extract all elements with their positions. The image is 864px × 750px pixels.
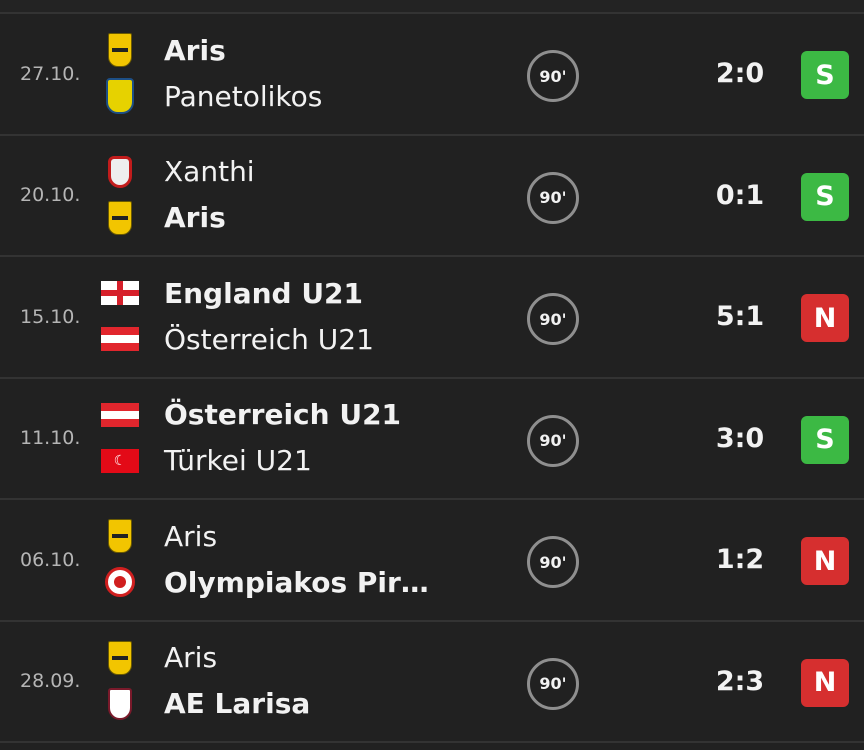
- away-team: Österreich U21: [100, 319, 374, 359]
- home-logo-icon: [100, 519, 140, 553]
- home-logo-icon: [100, 398, 140, 432]
- away-logo-icon: [100, 565, 140, 599]
- away-team: ☾ Türkei U21: [100, 441, 312, 481]
- match-score: 5:1: [715, 301, 765, 333]
- aris-crest-icon: [108, 640, 132, 675]
- home-team-name: Österreich U21: [164, 398, 402, 431]
- result-badge: S: [801, 51, 849, 99]
- away-logo-icon: ☾: [100, 444, 140, 478]
- match-minute-icon: 90': [527, 171, 579, 224]
- result-badge: S: [801, 415, 849, 464]
- match-row[interactable]: 06.10. Aris Olympiakos Pir… 90' 1:2 N: [0, 500, 864, 622]
- result-badge: N: [801, 294, 849, 342]
- match-date: 28.09.: [20, 670, 81, 693]
- result-badge: N: [801, 537, 849, 585]
- xanthi-crest-icon: [108, 155, 132, 188]
- top-divider: [0, 0, 864, 14]
- home-team-name: Xanthi: [164, 155, 255, 188]
- home-team: Aris: [100, 516, 217, 556]
- away-team-name: Türkei U21: [164, 444, 312, 477]
- match-score: 1:2: [715, 544, 765, 576]
- away-team: Olympiakos Pir…: [100, 562, 429, 602]
- away-team: AE Larisa: [100, 684, 310, 724]
- home-team-name: Aris: [164, 519, 218, 553]
- austria-flag-icon: [101, 402, 139, 427]
- home-team-name: England U21: [164, 276, 364, 310]
- away-team-name: Aris: [164, 201, 226, 234]
- home-logo-icon: [100, 640, 140, 675]
- home-team: Xanthi: [100, 152, 255, 192]
- away-logo-icon: [100, 200, 140, 235]
- home-logo-icon: [100, 155, 140, 189]
- match-minute-icon: 90': [527, 657, 579, 710]
- away-team: Panetolikos: [100, 76, 322, 116]
- austria-flag-icon: [101, 327, 139, 351]
- match-minute-icon: 90': [527, 293, 579, 345]
- aris-crest-icon: [108, 519, 132, 553]
- result-badge: N: [801, 658, 849, 707]
- match-date: 15.10.: [20, 305, 81, 328]
- match-list: 27.10. Aris Panetolikos 90' 2:0 S 20.10.…: [0, 14, 864, 743]
- home-team: Aris: [100, 638, 217, 678]
- home-team: England U21: [100, 273, 363, 313]
- match-row[interactable]: 11.10. Österreich U21 ☾ Türkei U21 90' 3…: [0, 378, 864, 500]
- away-logo-icon: [100, 322, 140, 356]
- away-team-name: AE Larisa: [164, 687, 311, 720]
- aris-crest-icon: [108, 200, 132, 235]
- home-team-name: Aris: [164, 641, 218, 674]
- home-team: Österreich U21: [100, 395, 401, 435]
- england-flag-icon: [101, 281, 139, 305]
- home-team: Aris: [100, 30, 226, 70]
- olympiakos-crest-icon: [105, 567, 135, 597]
- larisa-crest-icon: [108, 687, 132, 720]
- aris-crest-icon: [108, 33, 132, 67]
- match-minute-icon: 90': [527, 536, 579, 588]
- home-logo-icon: [100, 33, 140, 67]
- away-logo-icon: [100, 78, 140, 114]
- away-team-name: Panetolikos: [164, 79, 323, 113]
- match-score: 0:1: [715, 179, 765, 211]
- match-date: 20.10.: [20, 184, 81, 207]
- match-row[interactable]: 15.10. England U21 Österreich U21 90' 5:…: [0, 257, 864, 379]
- match-date: 11.10.: [20, 427, 81, 450]
- turkey-flag-icon: ☾: [101, 448, 139, 473]
- panetolikos-crest-icon: [106, 78, 134, 114]
- match-date: 06.10.: [20, 548, 81, 571]
- match-minute-icon: 90': [527, 414, 579, 467]
- match-row[interactable]: 27.10. Aris Panetolikos 90' 2:0 S: [0, 14, 864, 136]
- match-row[interactable]: 28.09. Aris AE Larisa 90' 2:3 N: [0, 621, 864, 743]
- away-team: Aris: [100, 198, 226, 238]
- match-row[interactable]: 20.10. Xanthi Aris 90' 0:1 S: [0, 135, 864, 257]
- home-logo-icon: [100, 276, 140, 310]
- away-team-name: Österreich U21: [164, 322, 374, 356]
- match-score: 3:0: [715, 422, 765, 454]
- match-minute-icon: 90': [527, 50, 579, 102]
- away-logo-icon: [100, 687, 140, 721]
- match-score: 2:3: [715, 665, 765, 697]
- home-team-name: Aris: [164, 33, 226, 67]
- match-score: 2:0: [715, 58, 765, 90]
- result-badge: S: [801, 172, 849, 221]
- match-date: 27.10.: [20, 62, 81, 85]
- away-team-name: Olympiakos Pir…: [164, 565, 429, 599]
